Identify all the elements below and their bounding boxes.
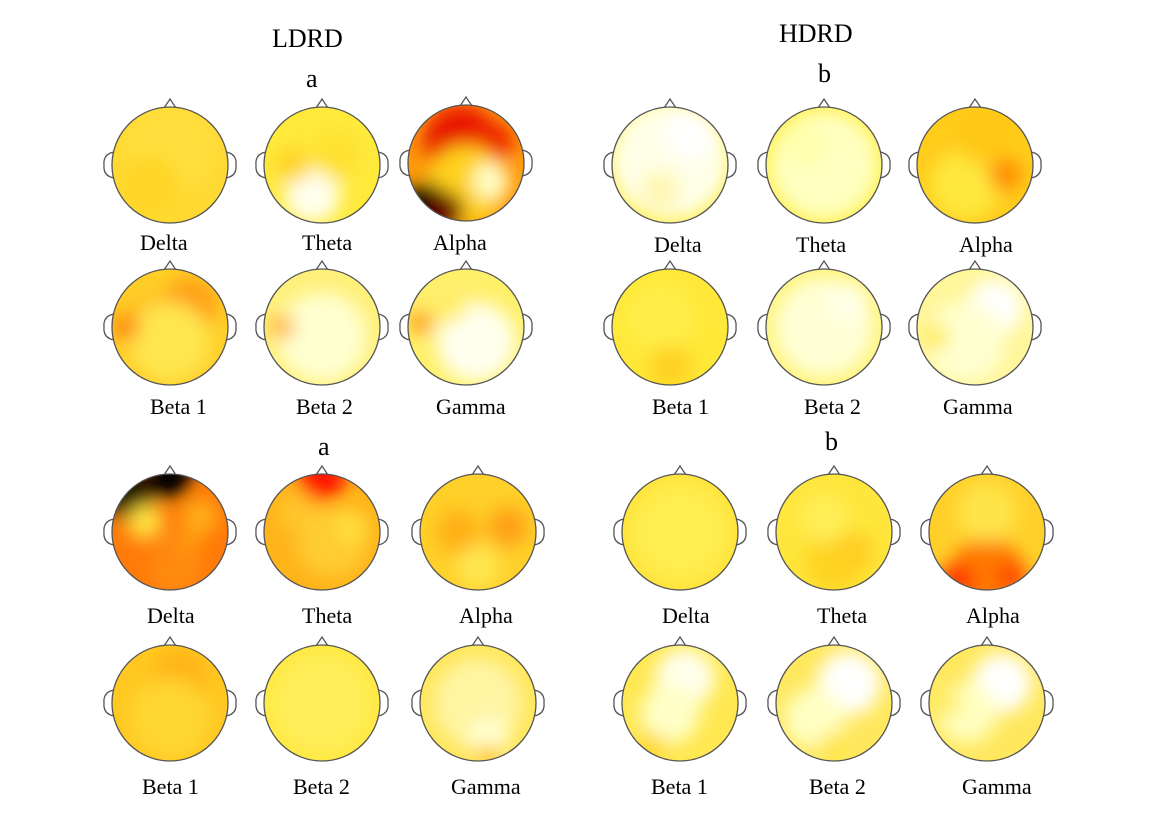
topomap-ldrd-gamma-5	[908, 97, 1042, 224]
label-hdrd-b2-theta: Theta	[817, 603, 868, 628]
label-hdrd-b2-beta2: Beta 2	[809, 774, 866, 799]
panel-label-b-top: b	[818, 59, 831, 88]
label-hdrd-b-gamma: Gamma	[943, 394, 1013, 419]
hdrd-title: HDRD	[779, 19, 853, 48]
label-hdrd-b-alpha: Alpha	[959, 232, 1013, 257]
topomap-ldrd-delta-12	[103, 464, 237, 591]
label-ldrd-a2-alpha: Alpha	[459, 603, 513, 628]
label-ldrd-a2-beta1: Beta 1	[142, 774, 199, 799]
label-hdrd-b2-alpha: Alpha	[966, 603, 1020, 628]
label-hdrd-b2-gamma: Gamma	[962, 774, 1032, 799]
topomap-ldrd-beta1-15	[613, 464, 747, 591]
topomap-hdrd-delta-18	[103, 635, 237, 762]
ldrd-title: LDRD	[272, 24, 343, 53]
label-hdrd-b-delta: Delta	[654, 232, 702, 257]
label-hdrd-b2-beta1: Beta 1	[651, 774, 708, 799]
panel-label-a-bottom: a	[318, 432, 330, 461]
topomap-ldrd-alpha-2	[399, 95, 533, 222]
label-ldrd-a2-theta: Theta	[302, 603, 353, 628]
label-ldrd-a-alpha: Alpha	[433, 230, 487, 255]
label-hdrd-b-beta2: Beta 2	[804, 394, 861, 419]
label-ldrd-a2-delta: Delta	[147, 603, 195, 628]
topomap-hdrd-beta1-21	[613, 635, 747, 762]
topomap-hdrd-theta-7	[255, 259, 389, 386]
topomap-hdrd-theta-19	[255, 635, 389, 762]
label-ldrd-a2-beta2: Beta 2	[293, 774, 350, 799]
label-ldrd-a-beta1: Beta 1	[150, 394, 207, 419]
topomap-ldrd-delta-0	[103, 97, 237, 224]
label-ldrd-a-delta: Delta	[140, 230, 188, 255]
topomap-ldrd-beta2-16	[767, 464, 901, 591]
topomap-ldrd-beta1-3	[603, 97, 737, 224]
topomap-hdrd-delta-6	[103, 259, 237, 386]
topomap-hdrd-gamma-23	[920, 635, 1054, 762]
label-ldrd-a-theta: Theta	[302, 230, 353, 255]
topomap-ldrd-alpha-14	[411, 464, 545, 591]
topomap-ldrd-gamma-17	[920, 464, 1054, 591]
label-ldrd-a-gamma: Gamma	[436, 394, 506, 419]
topomap-hdrd-beta2-22	[767, 635, 901, 762]
label-hdrd-b-beta1: Beta 1	[652, 394, 709, 419]
topomap-ldrd-theta-1	[255, 97, 389, 224]
topomap-hdrd-gamma-11	[908, 259, 1042, 386]
topomap-ldrd-theta-13	[255, 464, 389, 591]
topomap-hdrd-beta2-10	[757, 259, 891, 386]
panel-label-a-top: a	[306, 64, 318, 93]
panel-label-b-bottom: b	[825, 427, 838, 456]
topomap-ldrd-beta2-4	[757, 97, 891, 224]
topomap-hdrd-alpha-20	[411, 635, 545, 762]
label-hdrd-b2-delta: Delta	[662, 603, 710, 628]
label-hdrd-b-theta: Theta	[796, 232, 847, 257]
label-ldrd-a2-gamma: Gamma	[451, 774, 521, 799]
label-ldrd-a-beta2: Beta 2	[296, 394, 353, 419]
topomap-hdrd-beta1-9	[603, 259, 737, 386]
topomap-hdrd-alpha-8	[399, 259, 533, 386]
